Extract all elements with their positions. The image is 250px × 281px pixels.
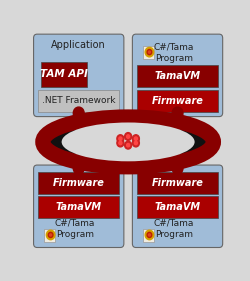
FancyBboxPatch shape xyxy=(34,165,124,248)
Circle shape xyxy=(147,49,152,55)
Bar xyxy=(137,196,218,217)
Text: C#/Tama
Program: C#/Tama Program xyxy=(55,219,95,239)
FancyBboxPatch shape xyxy=(143,229,154,242)
Circle shape xyxy=(48,232,53,237)
Text: TamaVM: TamaVM xyxy=(154,202,200,212)
Bar xyxy=(38,90,119,112)
Bar xyxy=(137,65,218,87)
Bar xyxy=(41,62,87,87)
Circle shape xyxy=(119,141,122,145)
Text: Firmware: Firmware xyxy=(152,178,204,188)
FancyBboxPatch shape xyxy=(34,34,124,117)
FancyBboxPatch shape xyxy=(132,165,223,248)
Circle shape xyxy=(46,230,55,240)
Bar xyxy=(38,172,119,194)
Ellipse shape xyxy=(62,123,194,161)
Bar xyxy=(137,90,218,112)
Text: Firmware: Firmware xyxy=(53,178,105,188)
FancyBboxPatch shape xyxy=(143,46,154,59)
Text: .NET Framework: .NET Framework xyxy=(42,96,116,105)
Circle shape xyxy=(73,162,84,174)
Circle shape xyxy=(117,135,124,142)
Circle shape xyxy=(172,107,183,119)
Text: Application: Application xyxy=(51,40,106,49)
Bar xyxy=(38,196,119,217)
Circle shape xyxy=(119,137,122,140)
Circle shape xyxy=(126,135,130,138)
Circle shape xyxy=(125,141,132,149)
Text: C#/Tama
Program: C#/Tama Program xyxy=(154,219,194,239)
Circle shape xyxy=(148,51,150,53)
Bar xyxy=(176,172,179,179)
FancyBboxPatch shape xyxy=(132,34,223,117)
Circle shape xyxy=(132,139,139,147)
Ellipse shape xyxy=(43,117,213,167)
Text: TAM API: TAM API xyxy=(40,69,88,79)
Bar xyxy=(176,117,179,124)
FancyBboxPatch shape xyxy=(44,229,55,242)
Circle shape xyxy=(172,162,183,174)
Bar xyxy=(77,172,80,179)
Circle shape xyxy=(125,133,132,140)
Circle shape xyxy=(117,139,124,147)
Circle shape xyxy=(50,234,51,236)
Circle shape xyxy=(148,234,150,236)
Text: C#/Tama
Program: C#/Tama Program xyxy=(154,43,194,63)
Text: TamaVM: TamaVM xyxy=(154,71,200,81)
Circle shape xyxy=(134,141,138,145)
Circle shape xyxy=(73,107,84,119)
Circle shape xyxy=(147,232,152,237)
Bar xyxy=(77,117,80,124)
Circle shape xyxy=(145,230,154,240)
Circle shape xyxy=(132,135,139,142)
Text: Firmware: Firmware xyxy=(152,96,204,106)
Text: TamaVM: TamaVM xyxy=(56,202,102,212)
Circle shape xyxy=(145,47,154,57)
Circle shape xyxy=(126,143,130,147)
Circle shape xyxy=(134,137,138,140)
Bar xyxy=(137,172,218,194)
